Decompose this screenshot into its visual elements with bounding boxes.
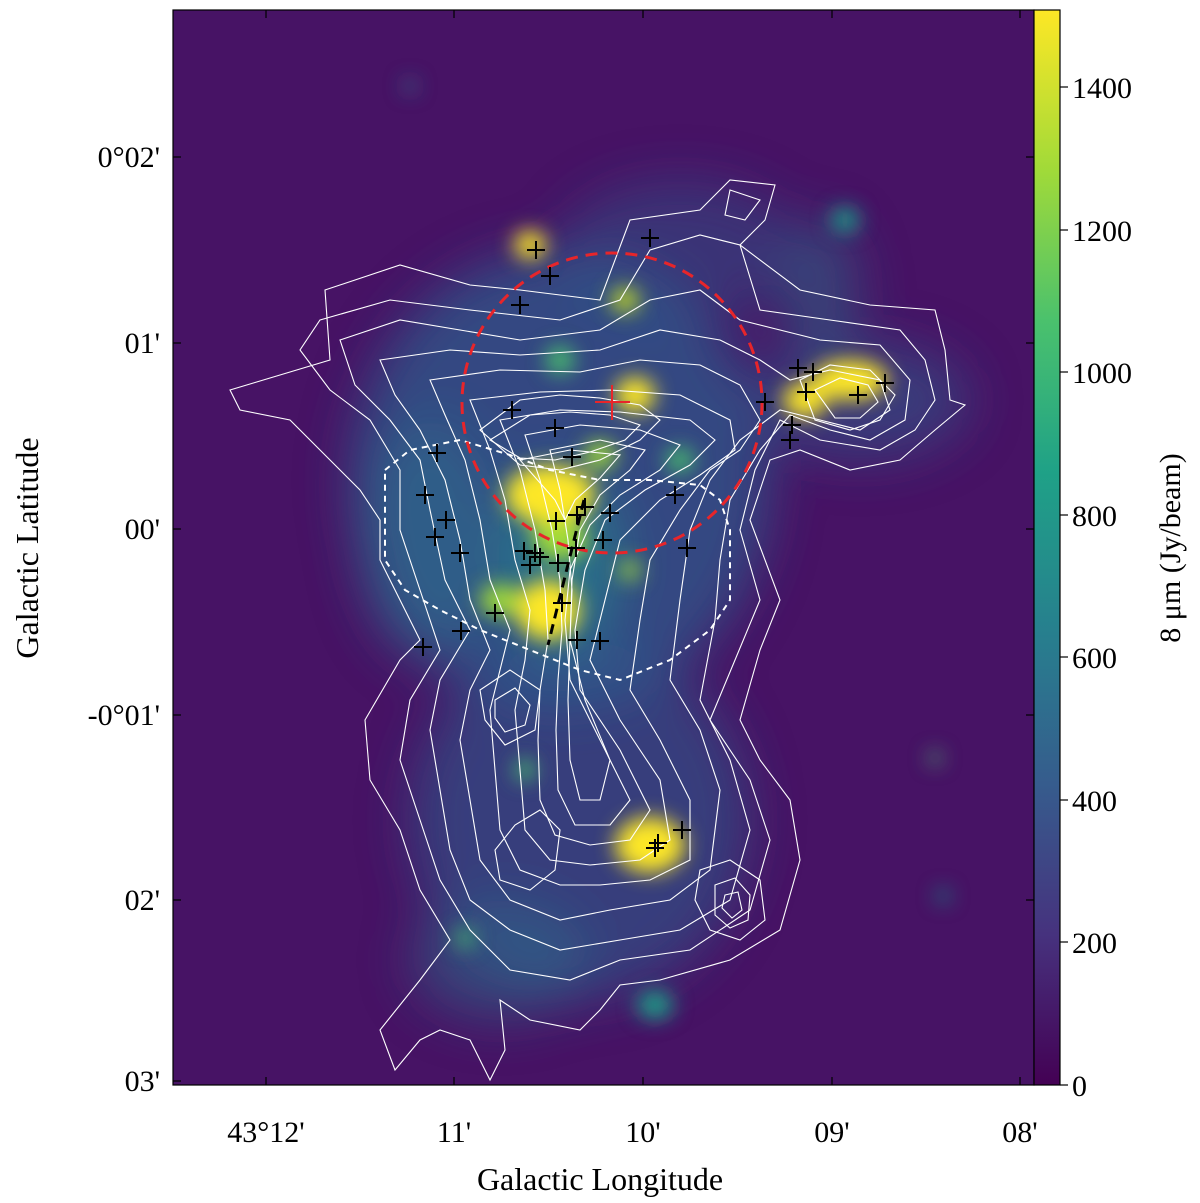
plus-marker [527, 241, 545, 259]
x-tick-label: 43°12' [227, 1116, 304, 1149]
colorbar-tick-label: 800 [1072, 500, 1117, 533]
plus-marker [511, 296, 529, 314]
plus-marker [789, 359, 807, 377]
x-tick-label: 10' [625, 1116, 660, 1149]
plus-marker [503, 401, 521, 419]
colorbar-gradient [1033, 9, 1061, 1086]
plus-marker [666, 486, 684, 504]
y-tick-label: -0°01' [88, 699, 160, 732]
colorbar-tick-label: 1400 [1072, 72, 1132, 105]
plus-marker [601, 504, 619, 522]
plus-marker [549, 554, 567, 572]
x-tick-label: 09' [814, 1116, 849, 1149]
dashed-region [384, 438, 731, 682]
y-tick-labels: 0°02' 01' 00' -0°01' 02' 03' [88, 141, 160, 1098]
colorbar-tick-labels: 0 200 400 600 800 1000 1200 1400 [1072, 72, 1132, 1103]
plus-marker [451, 544, 469, 562]
plus-marker [678, 539, 696, 557]
plus-marker [594, 531, 612, 549]
x-axis-label: Galactic Longitude [477, 1161, 723, 1197]
plus-marker [673, 821, 691, 839]
plus-marker [797, 383, 815, 401]
plus-marker [567, 539, 585, 557]
plus-marker [756, 393, 774, 411]
colorbar-tick-label: 1200 [1072, 215, 1132, 248]
colorbar-tick-label: 600 [1072, 642, 1117, 675]
image-panel [173, 10, 1034, 1085]
center-cross-marker [595, 385, 630, 420]
y-axis [173, 156, 1034, 1082]
y-tick-label: 02' [125, 884, 160, 917]
plus-marker [576, 498, 594, 516]
x-tick-labels: 43°12' 11' 10' 09' 08' [227, 1116, 1037, 1149]
colorbar-ticks [1060, 86, 1068, 1086]
y-tick-label: 00' [125, 513, 160, 546]
plus-marker [521, 556, 539, 574]
plus-marker [452, 622, 470, 640]
source-markers [414, 229, 894, 857]
plus-marker [876, 374, 894, 392]
plus-marker [428, 444, 446, 462]
plus-marker [515, 542, 533, 560]
colorbar: 0 200 400 600 800 1000 1200 1400 8 μm (J… [1033, 9, 1187, 1103]
plus-marker [416, 486, 434, 504]
plus-marker [849, 386, 867, 404]
plus-marker [804, 363, 822, 381]
plus-marker [414, 638, 432, 656]
plus-marker [781, 431, 799, 449]
contours [229, 179, 967, 1082]
plus-marker [641, 229, 659, 247]
colorbar-tick-label: 1000 [1072, 357, 1132, 390]
y-tick-label: 01' [125, 327, 160, 360]
colorbar-label: 8 μm (Jy/beam) [1154, 453, 1187, 642]
colorbar-tick-label: 0 [1072, 1070, 1087, 1103]
plus-marker [437, 511, 455, 529]
plus-marker [646, 839, 664, 857]
filament-dashed-line [546, 499, 586, 646]
plus-marker [486, 604, 504, 622]
colorbar-tick-label: 200 [1072, 927, 1117, 960]
y-tick-label: 03' [125, 1065, 160, 1098]
plus-marker [568, 631, 586, 649]
x-tick-label: 08' [1002, 1116, 1037, 1149]
y-axis-label: Galactic Latitude [9, 437, 45, 658]
plus-marker [568, 506, 586, 524]
colorbar-tick-label: 400 [1072, 785, 1117, 818]
plus-marker [783, 416, 801, 434]
plus-marker [546, 419, 564, 437]
x-axis [265, 10, 1021, 1085]
x-tick-label: 11' [437, 1116, 471, 1149]
plus-marker [531, 548, 549, 566]
plus-marker [563, 448, 581, 466]
plus-marker [553, 594, 571, 612]
plus-marker [591, 632, 609, 650]
y-tick-label: 0°02' [98, 141, 160, 174]
plus-marker [547, 512, 565, 530]
plus-marker [426, 528, 444, 546]
plus-marker [541, 267, 559, 285]
